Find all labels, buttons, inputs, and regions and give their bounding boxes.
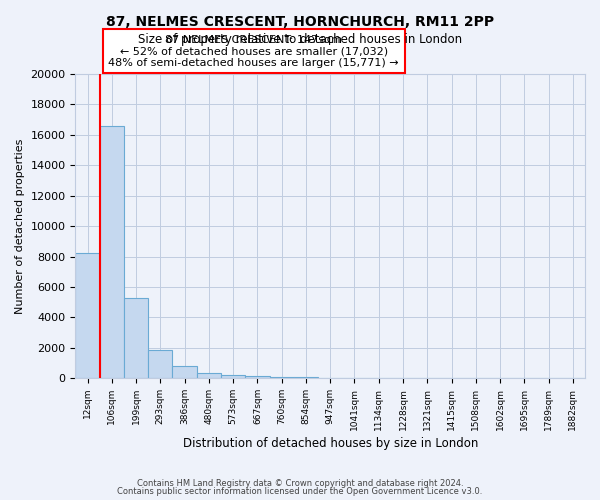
- Bar: [100, 126, 124, 378]
- X-axis label: Distribution of detached houses by size in London: Distribution of detached houses by size …: [182, 437, 478, 450]
- Y-axis label: Number of detached properties: Number of detached properties: [15, 138, 25, 314]
- Bar: [124, 298, 148, 378]
- Bar: [148, 350, 172, 378]
- Text: Contains public sector information licensed under the Open Government Licence v3: Contains public sector information licen…: [118, 487, 482, 496]
- Text: 87, NELMES CRESCENT, HORNCHURCH, RM11 2PP: 87, NELMES CRESCENT, HORNCHURCH, RM11 2P…: [106, 15, 494, 29]
- Bar: [197, 373, 221, 378]
- Text: Size of property relative to detached houses in London: Size of property relative to detached ho…: [138, 32, 462, 46]
- Bar: [245, 376, 269, 378]
- Text: Contains HM Land Registry data © Crown copyright and database right 2024.: Contains HM Land Registry data © Crown c…: [137, 478, 463, 488]
- Bar: [221, 375, 245, 378]
- Bar: [172, 366, 197, 378]
- Text: 87 NELMES CRESCENT: 147sqm
← 52% of detached houses are smaller (17,032)
48% of : 87 NELMES CRESCENT: 147sqm ← 52% of deta…: [109, 34, 399, 68]
- Bar: [269, 377, 294, 378]
- Bar: [76, 254, 100, 378]
